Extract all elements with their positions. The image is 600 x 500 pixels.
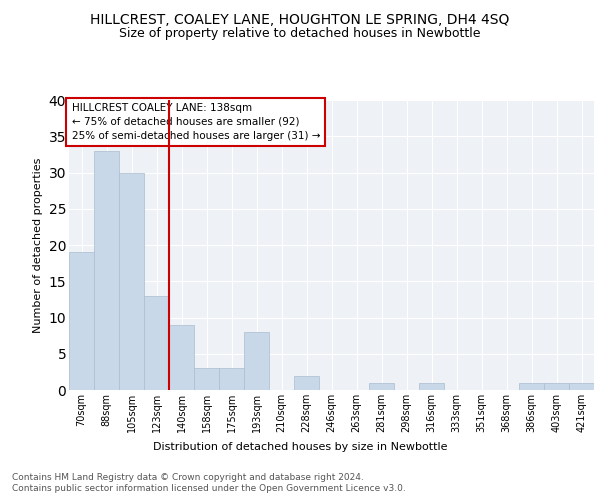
Bar [69, 252, 94, 390]
Bar [544, 383, 569, 390]
Bar [244, 332, 269, 390]
Text: Contains public sector information licensed under the Open Government Licence v3: Contains public sector information licen… [12, 484, 406, 493]
Bar [219, 368, 244, 390]
Bar [144, 296, 169, 390]
Y-axis label: Number of detached properties: Number of detached properties [33, 158, 43, 332]
Text: Distribution of detached houses by size in Newbottle: Distribution of detached houses by size … [153, 442, 447, 452]
Bar [294, 376, 319, 390]
Bar [169, 325, 194, 390]
Bar [569, 383, 594, 390]
Bar [94, 151, 119, 390]
Text: HILLCREST, COALEY LANE, HOUGHTON LE SPRING, DH4 4SQ: HILLCREST, COALEY LANE, HOUGHTON LE SPRI… [91, 12, 509, 26]
Text: Size of property relative to detached houses in Newbottle: Size of property relative to detached ho… [119, 28, 481, 40]
Bar [419, 383, 444, 390]
Bar [519, 383, 544, 390]
Bar [369, 383, 394, 390]
Bar [119, 172, 144, 390]
Text: Contains HM Land Registry data © Crown copyright and database right 2024.: Contains HM Land Registry data © Crown c… [12, 472, 364, 482]
Bar [194, 368, 219, 390]
Text: HILLCREST COALEY LANE: 138sqm
← 75% of detached houses are smaller (92)
25% of s: HILLCREST COALEY LANE: 138sqm ← 75% of d… [71, 103, 320, 141]
